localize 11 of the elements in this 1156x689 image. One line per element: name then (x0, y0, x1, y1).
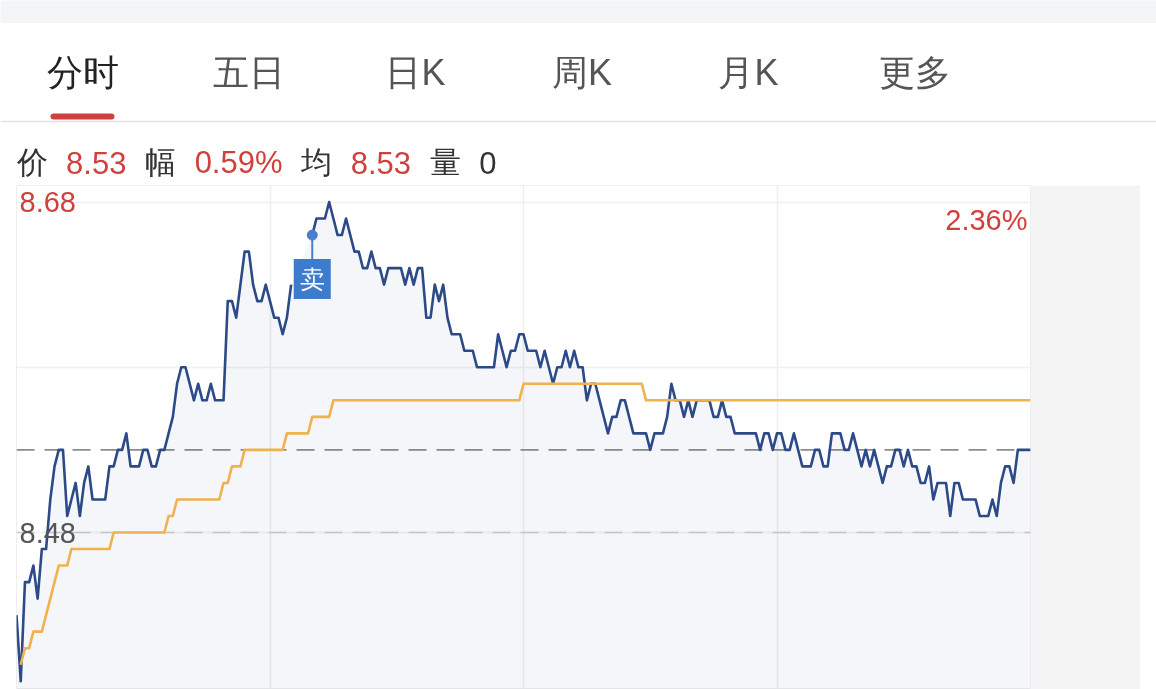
text: 日K (385, 52, 446, 93)
text: 月K (718, 52, 779, 93)
chart-subtitle: 价 8.53 幅 0.59% 均 8.53 量 0 (15, 145, 497, 181)
line-series (19, 382, 1031, 667)
text: 更多 (879, 52, 951, 93)
annotation: 2.36% (945, 203, 1028, 236)
text: 五日 (213, 52, 285, 93)
y-tick-label: 8.68 (19, 186, 76, 219)
annotation: 卖 (299, 265, 325, 294)
text: 周K (551, 52, 613, 93)
text: 分时 (46, 52, 119, 93)
